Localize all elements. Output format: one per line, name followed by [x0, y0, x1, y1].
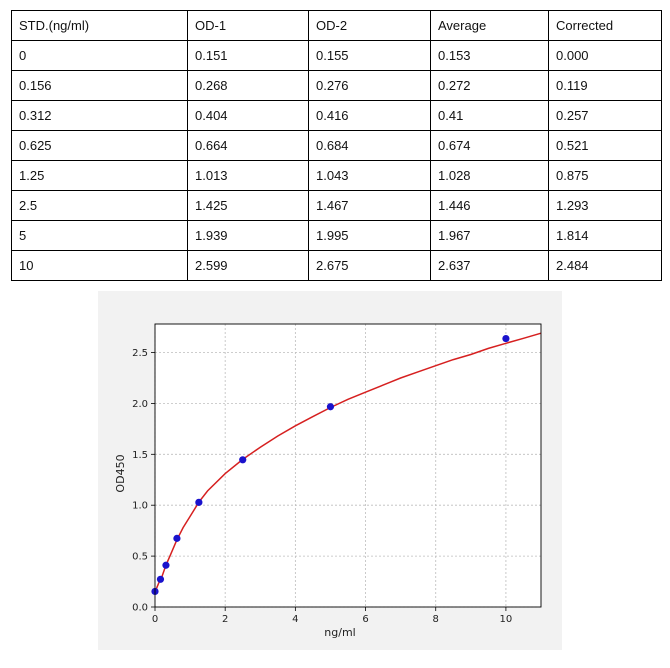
table-cell: 0.674 — [430, 130, 549, 161]
table-cell: 1.013 — [187, 160, 309, 191]
table-cell: 0.257 — [548, 100, 662, 131]
data-point — [162, 561, 170, 569]
y-tick-label: 1.5 — [132, 450, 148, 461]
header-cell: Corrected — [548, 10, 662, 41]
data-point — [326, 403, 335, 411]
table-cell: 1.293 — [548, 190, 662, 221]
x-tick-label: 4 — [292, 614, 298, 625]
data-point — [502, 334, 510, 343]
header-cell: STD.(ng/ml) — [11, 10, 188, 41]
x-tick-label: 8 — [433, 614, 439, 625]
table-cell: 0.272 — [430, 70, 549, 101]
table-cell: 0 — [11, 40, 188, 71]
table-row: 0.156 0.268 0.276 0.272 0.119 — [11, 70, 662, 101]
table-row: 0 0.151 0.155 0.153 0.000 — [11, 40, 662, 71]
table-cell: 0.684 — [308, 130, 431, 161]
table-cell: 1.939 — [187, 220, 309, 251]
y-tick-label: 0.0 — [132, 603, 148, 614]
table-cell: 2.637 — [430, 250, 549, 281]
standards-table: STD.(ng/ml) OD-1 OD-2 Average Corrected 0 0.15… — [11, 10, 662, 281]
data-point — [239, 456, 247, 464]
table-row: 1.25 1.013 1.043 1.028 0.875 — [11, 160, 662, 191]
y-tick-label: 1.0 — [132, 501, 148, 512]
table-cell: 0.151 — [187, 40, 309, 71]
table-cell: 0.664 — [187, 130, 309, 161]
data-point — [156, 575, 165, 583]
x-tick-label: 6 — [362, 614, 368, 625]
plot-area — [155, 324, 541, 607]
table-cell: 1.967 — [430, 220, 549, 251]
x-tick-label: 10 — [500, 614, 513, 625]
table-cell: 0.875 — [548, 160, 662, 191]
table-cell: 1.446 — [430, 190, 549, 221]
table-cell: 2.675 — [308, 250, 431, 281]
table-cell: 10 — [11, 250, 188, 281]
header-cell: OD-1 — [187, 10, 309, 41]
table-cell: 1.25 — [11, 160, 188, 191]
table-row: 0.625 0.664 0.684 0.674 0.521 — [11, 130, 662, 161]
table-cell: 1.028 — [430, 160, 549, 191]
table-row: 0.312 0.404 0.416 0.41 0.257 — [11, 100, 662, 131]
header-cell: OD-2 — [308, 10, 431, 41]
table-cell: 0.41 — [430, 100, 549, 131]
table-cell: 0.153 — [430, 40, 549, 71]
y-tick-label: 2.0 — [132, 399, 148, 410]
table-cell: 2.5 — [11, 190, 188, 221]
table-row: 10 2.599 2.675 2.637 2.484 — [11, 250, 662, 281]
table-cell: 0.625 — [11, 130, 188, 161]
table-row: 5 1.939 1.995 1.967 1.814 — [11, 220, 662, 251]
table-cell: 2.484 — [548, 250, 662, 281]
table-cell: 5 — [11, 220, 188, 251]
x-axis-label: ng/ml — [324, 626, 355, 639]
table-cell: 0.119 — [548, 70, 662, 101]
header-row: STD.(ng/ml) OD-1 OD-2 Average Corrected — [11, 10, 662, 41]
header-cell: Average — [430, 10, 549, 41]
data-point — [173, 534, 181, 542]
table-cell: 0.312 — [11, 100, 188, 131]
data-point — [195, 498, 203, 506]
y-tick-label: 2.5 — [132, 348, 148, 359]
chart-canvas: 0 2 4 6 8 10 0.0 0.5 1.0 1.5 2.0 2.5 ng/ml OD450 — [114, 323, 542, 639]
y-tick-label: 0.5 — [132, 552, 148, 563]
table-cell: 0.000 — [548, 40, 662, 71]
table-cell: 1.814 — [548, 220, 662, 251]
table-cell: 0.268 — [187, 70, 309, 101]
plot-frame — [154, 323, 542, 608]
table-cell: 1.043 — [308, 160, 431, 191]
table-cell: 0.155 — [308, 40, 431, 71]
table-cell: 1.425 — [187, 190, 309, 221]
table-cell: 0.521 — [548, 130, 662, 161]
x-tick-label: 2 — [222, 614, 228, 625]
table-cell: 2.599 — [187, 250, 309, 281]
table-cell: 0.416 — [308, 100, 431, 131]
table-cell: 1.467 — [308, 190, 431, 221]
table-row: 2.5 1.425 1.467 1.446 1.293 — [11, 190, 662, 221]
y-axis-label: OD450 — [114, 454, 127, 492]
table-cell: 0.276 — [308, 70, 431, 101]
standard-curve-chart: 0 2 4 6 8 10 0.0 0.5 1.0 1.5 2.0 2.5 ng/ml OD450 — [98, 291, 562, 650]
table-cell: 0.404 — [187, 100, 309, 131]
x-tick-label: 0 — [152, 614, 158, 625]
table-cell: 1.995 — [308, 220, 431, 251]
table-cell: 0.156 — [11, 70, 188, 101]
